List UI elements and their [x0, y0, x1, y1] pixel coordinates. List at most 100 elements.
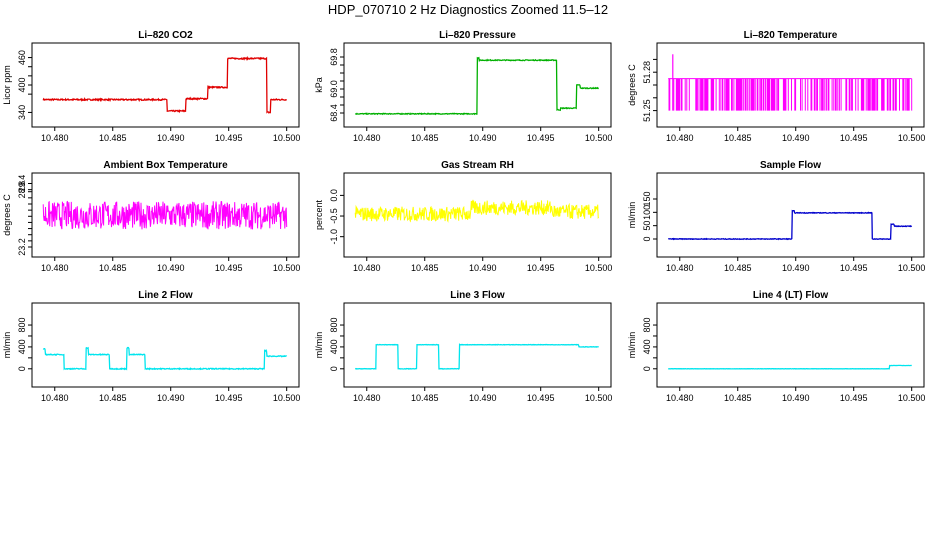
x-tick-label: 10.490 [157, 393, 185, 403]
y-tick-label: 0 [642, 236, 652, 241]
x-tick-label: 10.485 [724, 263, 752, 273]
x-tick-label: 10.480 [41, 393, 69, 403]
panel-title: Line 3 Flow [450, 290, 505, 301]
plot-frame [343, 172, 612, 258]
x-tick-label: 10.480 [666, 263, 694, 273]
figure-title: HDP_070710 2 Hz Diagnostics Zoomed 11.5–… [327, 2, 609, 17]
x-tick-label: 10.485 [99, 263, 127, 273]
x-tick-label: 10.480 [353, 393, 381, 403]
y-tick-label: 400 [642, 339, 652, 354]
y-tick-label: 340 [17, 105, 27, 120]
y-axis-label: ml/min [2, 332, 12, 359]
plot-frame [31, 302, 300, 388]
y-tick-label: 400 [17, 77, 27, 92]
x-tick-label: 10.485 [411, 263, 439, 273]
x-tick-label: 10.480 [666, 133, 694, 143]
panel-title: Sample Flow [760, 160, 821, 171]
panel-title: Gas Stream RH [441, 160, 514, 171]
y-tick-label: -1.0 [329, 229, 339, 245]
chart-panel: Gas Stream RH 10.480 10.485 10.490 10.495 10.… [314, 160, 612, 273]
x-tick-label: 10.495 [840, 393, 868, 403]
series-line [42, 346, 288, 371]
chart-panel: Line 2 Flow 10.480 10.485 10.490 10.495 10.50… [2, 290, 300, 403]
y-tick-label: 800 [17, 318, 27, 333]
x-tick-label: 10.480 [41, 263, 69, 273]
x-tick-label: 10.500 [898, 133, 926, 143]
x-tick-label: 10.495 [840, 133, 868, 143]
series-line [668, 209, 913, 241]
x-tick-label: 10.490 [782, 263, 810, 273]
panel-title: Line 4 (LT) Flow [753, 290, 829, 301]
y-tick-label: 100 [642, 205, 652, 220]
x-tick-label: 10.495 [215, 133, 243, 143]
x-tick-label: 10.490 [469, 133, 497, 143]
x-tick-label: 10.480 [353, 263, 381, 273]
x-tick-label: 10.480 [666, 393, 694, 403]
x-tick-label: 10.485 [411, 133, 439, 143]
x-tick-label: 10.495 [215, 393, 243, 403]
plot-frame [31, 172, 300, 258]
x-tick-label: 10.495 [527, 393, 555, 403]
y-tick-label: 400 [17, 339, 27, 354]
panel-title: Line 2 Flow [138, 290, 193, 301]
plot-frame [656, 302, 925, 388]
y-axis-label: percent [314, 199, 324, 230]
y-axis-label: ml/min [314, 332, 324, 359]
x-tick-label: 10.500 [898, 393, 926, 403]
y-tick-label: 23.2 [17, 238, 27, 256]
y-tick-label: 800 [329, 318, 339, 333]
chart-panel: Line 3 Flow 10.480 10.485 10.490 10.495 10.50… [314, 290, 612, 403]
y-axis-label: ml/min [627, 202, 637, 229]
y-tick-label: 29.4 [17, 175, 27, 193]
series-line [354, 199, 600, 223]
chart-panel: Li–820 CO2 10.480 10.485 10.490 10.495 10.500… [2, 30, 300, 143]
series-line [668, 364, 912, 370]
x-tick-label: 10.485 [411, 393, 439, 403]
x-tick-label: 10.495 [527, 263, 555, 273]
x-tick-label: 10.500 [585, 133, 613, 143]
y-tick-label: 400 [329, 339, 339, 354]
y-tick-label: 460 [17, 50, 27, 65]
chart-panel: Li–820 Pressure 10.480 10.485 10.490 10.495 1… [314, 30, 612, 143]
y-tick-label: 0.0 [329, 189, 339, 202]
x-tick-label: 10.490 [157, 133, 185, 143]
plot-frame [656, 172, 925, 258]
y-tick-label: 50 [642, 221, 652, 231]
panel-title: Ambient Box Temperature [103, 160, 228, 171]
y-axis-label: kPa [314, 77, 324, 93]
x-tick-label: 10.490 [469, 263, 497, 273]
x-tick-label: 10.495 [215, 263, 243, 273]
y-axis-label: Licor ppm [2, 65, 12, 105]
y-tick-label: 0 [642, 366, 652, 371]
x-tick-label: 10.495 [527, 133, 555, 143]
y-axis-label: degrees C [627, 64, 637, 106]
y-axis-label: degrees C [2, 194, 12, 236]
series-spikes [668, 78, 913, 111]
panel-title: Li–820 Temperature [744, 30, 838, 41]
x-tick-label: 10.490 [469, 393, 497, 403]
x-tick-label: 10.490 [157, 263, 185, 273]
x-tick-label: 10.500 [273, 393, 301, 403]
plot-frame [343, 302, 612, 388]
x-tick-label: 10.480 [41, 133, 69, 143]
x-tick-label: 10.485 [724, 393, 752, 403]
series-line [354, 56, 599, 116]
chart-panel: Li–820 Temperature 10.480 10.485 10.490 10.4… [627, 30, 925, 143]
x-tick-label: 10.490 [782, 133, 810, 143]
y-tick-label: 0 [329, 366, 339, 371]
chart-panel: Sample Flow 10.480 10.485 10.490 10.495 10.50… [627, 160, 925, 273]
x-tick-label: 10.495 [840, 263, 868, 273]
x-tick-label: 10.490 [782, 393, 810, 403]
x-tick-label: 10.500 [273, 263, 301, 273]
plot-frame [343, 42, 612, 128]
y-tick-label: 51.28 [642, 61, 652, 84]
y-tick-label: 800 [642, 318, 652, 333]
chart-panel: Ambient Box Temperature 10.480 10.485 10.49… [2, 160, 300, 273]
chart-panel: Line 4 (LT) Flow 10.480 10.485 10.490 10.495… [627, 290, 925, 403]
x-tick-label: 10.500 [585, 393, 613, 403]
y-tick-label: -0.5 [329, 208, 339, 224]
x-tick-label: 10.500 [585, 263, 613, 273]
series-line [42, 55, 288, 114]
y-tick-label: 68.4 [329, 104, 339, 122]
